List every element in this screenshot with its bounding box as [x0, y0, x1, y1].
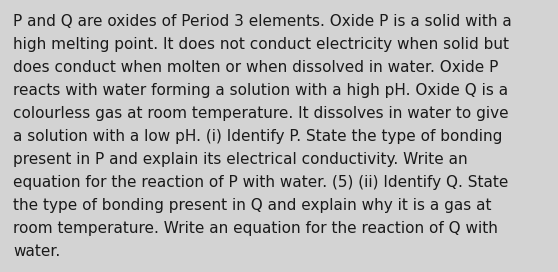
Text: P and Q are oxides of Period 3 elements. Oxide P is a solid with a: P and Q are oxides of Period 3 elements.…: [13, 14, 512, 29]
Text: reacts with water forming a solution with a high pH. Oxide Q is a: reacts with water forming a solution wit…: [13, 83, 508, 98]
Text: does conduct when molten or when dissolved in water. Oxide P: does conduct when molten or when dissolv…: [13, 60, 498, 75]
Text: room temperature. Write an equation for the reaction of Q with: room temperature. Write an equation for …: [13, 221, 498, 236]
Text: high melting point. It does not conduct electricity when solid but: high melting point. It does not conduct …: [13, 37, 509, 52]
Text: colourless gas at room temperature. It dissolves in water to give: colourless gas at room temperature. It d…: [13, 106, 509, 121]
Text: a solution with a low pH. (i) Identify P. State the type of bonding: a solution with a low pH. (i) Identify P…: [13, 129, 502, 144]
Text: equation for the reaction of P with water. (5) (ii) Identify Q. State: equation for the reaction of P with wate…: [13, 175, 508, 190]
Text: the type of bonding present in Q and explain why it is a gas at: the type of bonding present in Q and exp…: [13, 198, 492, 213]
Text: present in P and explain its electrical conductivity. Write an: present in P and explain its electrical …: [13, 152, 468, 167]
Text: water.: water.: [13, 244, 60, 259]
